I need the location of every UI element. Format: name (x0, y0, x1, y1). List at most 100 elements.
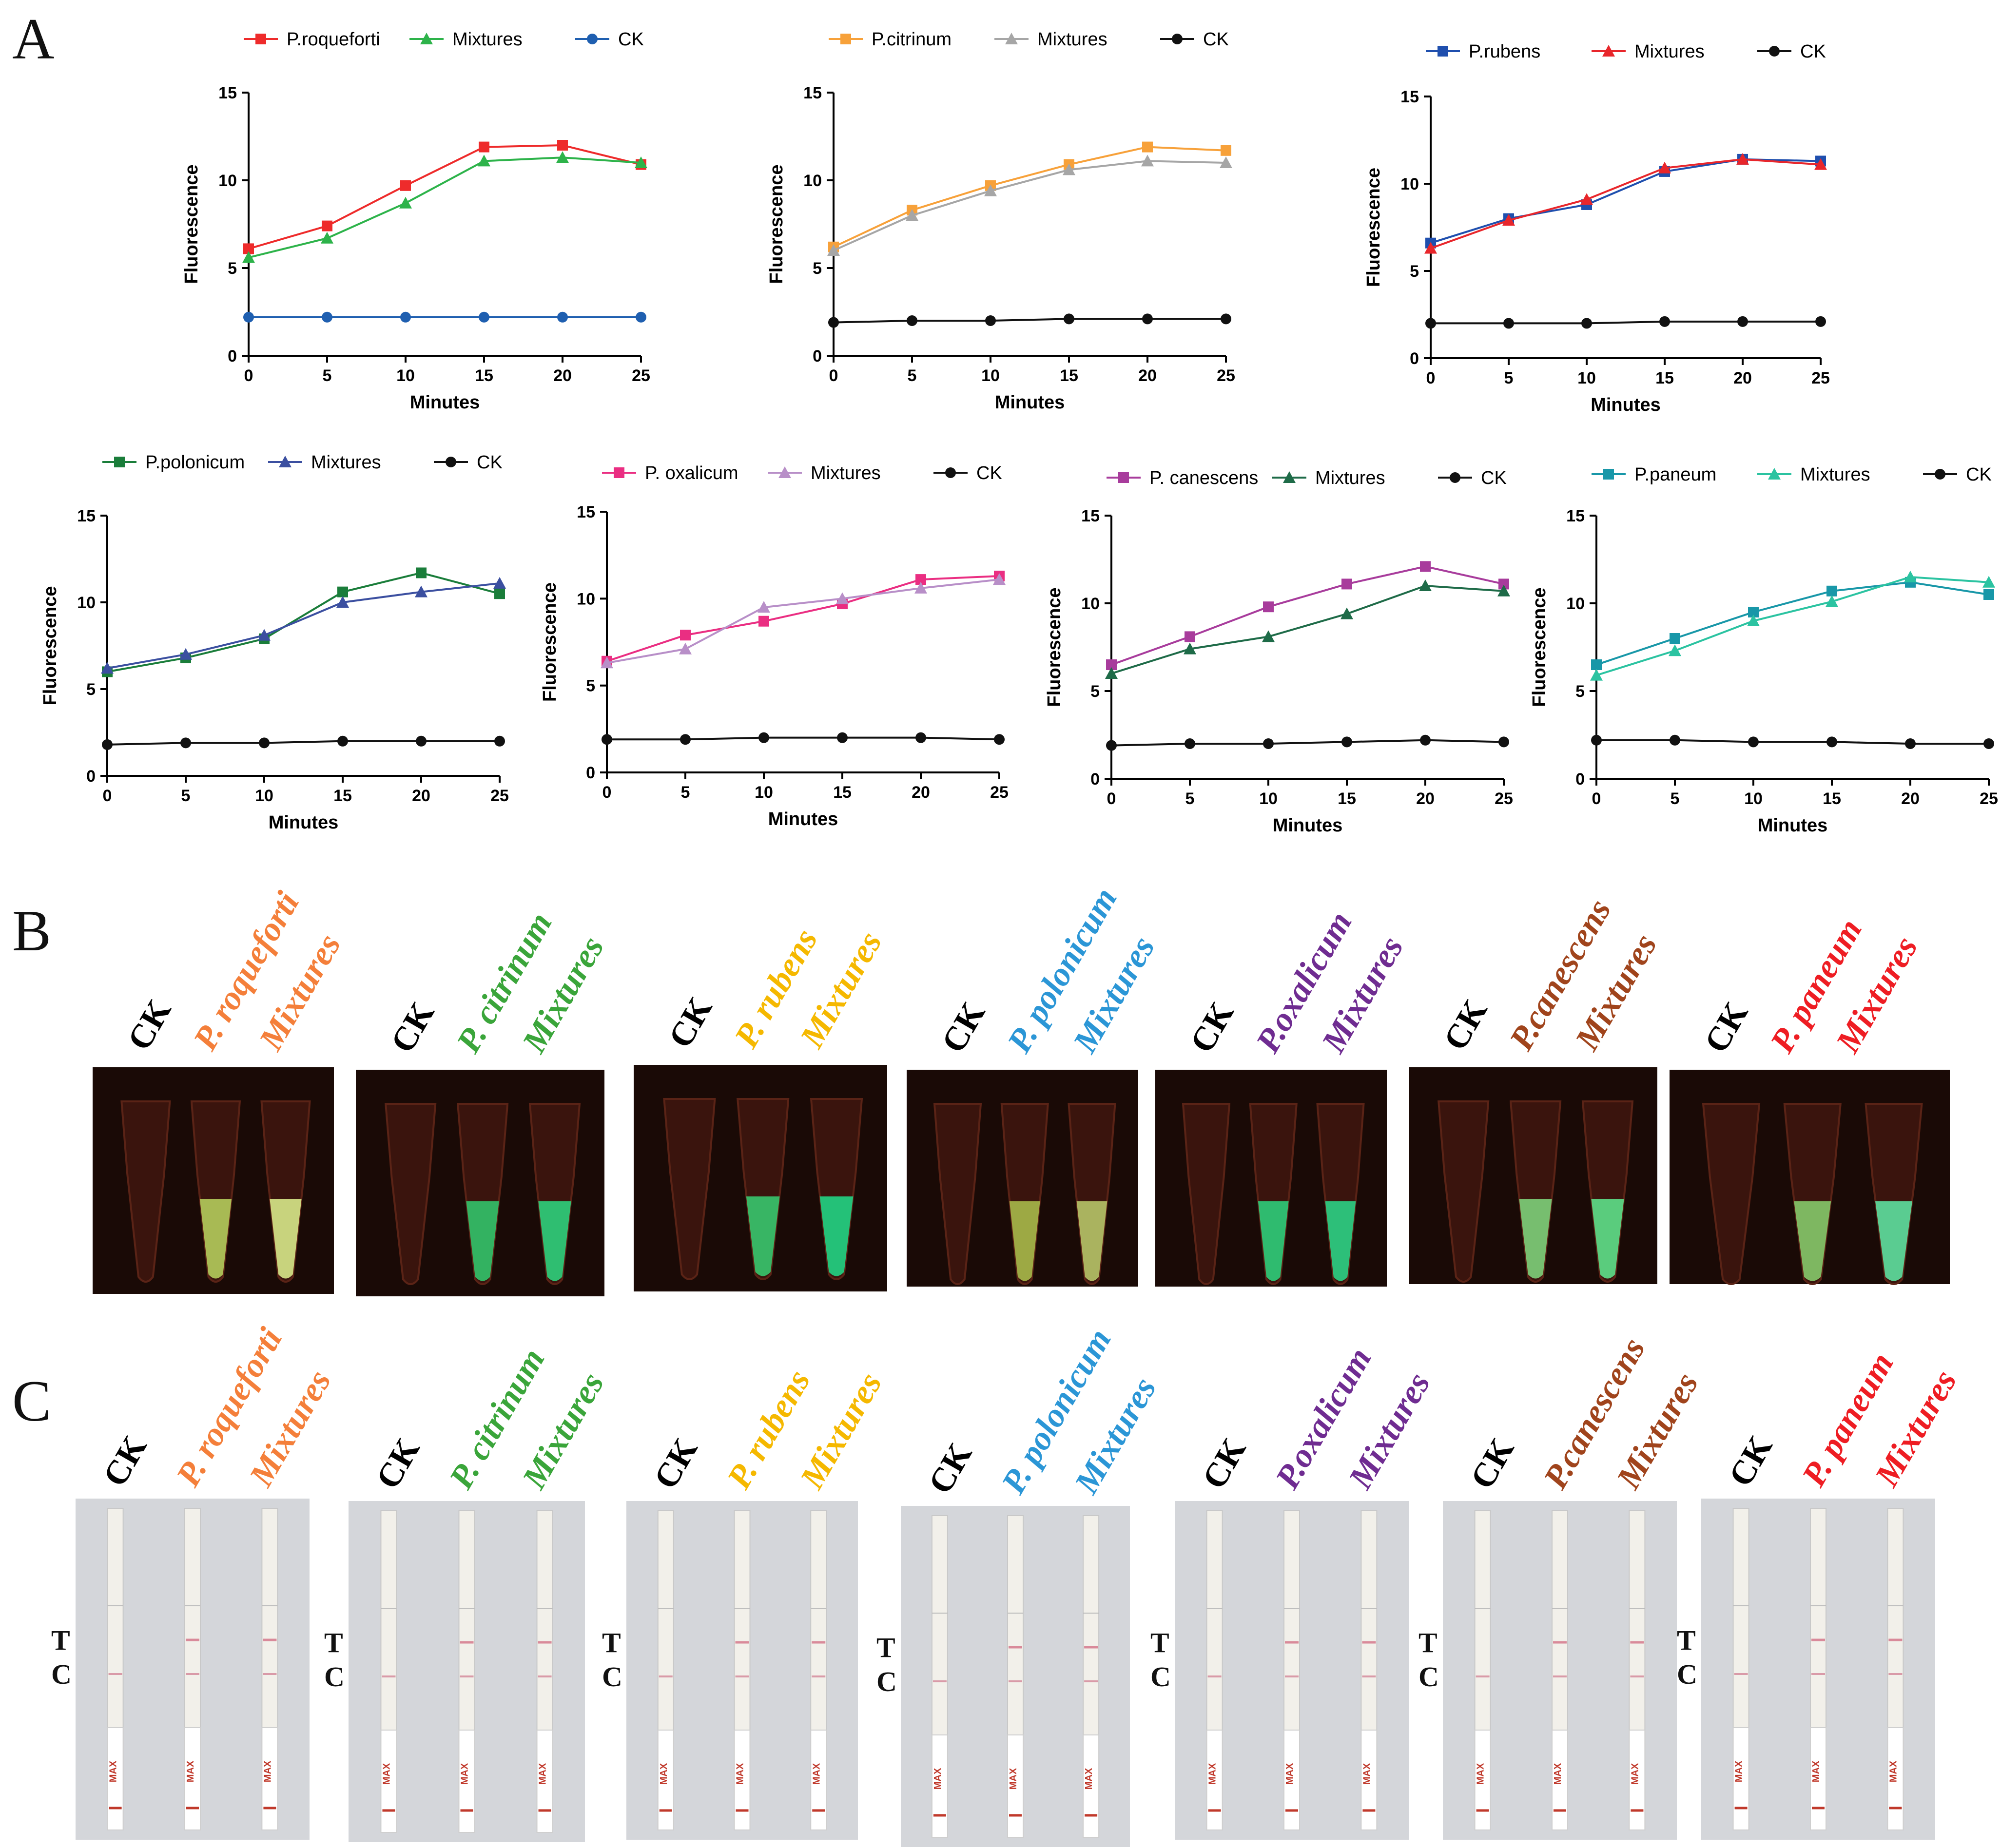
data-point (1591, 734, 1602, 746)
data-point (1748, 607, 1759, 617)
strip-sample-pad (1083, 1734, 1100, 1838)
y-axis-title: Fluorescence (766, 165, 787, 284)
legend-label: CK (618, 29, 644, 50)
data-point (680, 734, 691, 745)
series-line (1596, 581, 1989, 666)
c-line-label: C (324, 1661, 345, 1693)
data-point (1591, 659, 1602, 670)
x-tick-label: 0 (1107, 789, 1116, 808)
tube (1182, 1103, 1231, 1285)
data-point (1341, 736, 1352, 748)
x-tick-label: 10 (755, 783, 773, 802)
max-label: MAX (1008, 1768, 1019, 1790)
series-3 (602, 732, 1005, 745)
fluorescent-liquid (1076, 1201, 1107, 1281)
x-axis-title: Minutes (768, 809, 838, 829)
max-label: MAX (1811, 1760, 1822, 1782)
t-line-label: T (876, 1632, 895, 1663)
data-point (1106, 659, 1117, 670)
x-tick-label: 25 (990, 783, 1009, 802)
max-label: MAX (538, 1763, 548, 1785)
x-axis-title: Minutes (1273, 815, 1343, 836)
series-1 (102, 567, 505, 677)
y-tick-label: 0 (813, 347, 822, 366)
x-tick-label: 20 (412, 787, 430, 805)
legend-label: Mixtures (811, 463, 881, 483)
data-point (1142, 313, 1153, 325)
c-line-label: C (1418, 1661, 1439, 1693)
series-line (833, 160, 1226, 251)
fluorescent-liquid (199, 1199, 232, 1279)
x-tick-label: 15 (833, 783, 852, 802)
series-line (1111, 584, 1504, 674)
x-tick-label: 5 (681, 783, 690, 802)
legend-label: P. oxalicum (645, 463, 738, 483)
max-label: MAX (1630, 1763, 1640, 1785)
x-tick-label: 15 (1655, 369, 1674, 387)
x-tick-label: 25 (1217, 366, 1235, 385)
x-tick-label: 15 (333, 787, 352, 805)
legend-marker (1005, 33, 1018, 44)
series-3 (828, 313, 1231, 328)
data-point (1736, 153, 1749, 165)
series-line (1111, 739, 1504, 747)
fluorescent-liquid (270, 1199, 302, 1279)
max-label: MAX (460, 1763, 470, 1785)
strip-sample-pad (734, 1730, 751, 1830)
data-point (1425, 318, 1436, 329)
series-line (248, 144, 641, 250)
y-tick-label: 10 (803, 172, 822, 190)
max-label: MAX (185, 1760, 196, 1782)
fluorescent-liquid (746, 1196, 780, 1276)
strip-sample-pad (1887, 1727, 1904, 1830)
data-point (479, 311, 489, 323)
y-tick-label: 0 (86, 767, 96, 786)
y-tick-label: 0 (1410, 349, 1419, 368)
y-tick-label: 0 (1575, 770, 1585, 789)
c-line-label: C (876, 1666, 897, 1697)
data-point (827, 244, 840, 256)
legend-label: Mixtures (1315, 468, 1385, 488)
data-point (906, 209, 918, 221)
y-tick-label: 15 (1081, 507, 1100, 525)
y-tick-label: 5 (1090, 682, 1100, 701)
data-point (985, 315, 996, 326)
x-tick-label: 25 (1811, 369, 1830, 387)
data-point (1498, 578, 1509, 590)
data-point (993, 573, 1006, 585)
data-point (1419, 579, 1432, 591)
series-2 (242, 151, 647, 263)
data-point (493, 577, 506, 589)
data-point (984, 184, 997, 196)
data-point (914, 581, 927, 594)
y-axis-title: Fluorescence (540, 582, 560, 702)
data-point (837, 732, 848, 743)
max-label: MAX (108, 1760, 119, 1782)
max-label: MAX (1553, 1763, 1563, 1785)
x-tick-label: 25 (632, 366, 650, 385)
data-point (1263, 738, 1274, 749)
y-axis-title: Fluorescence (1529, 588, 1550, 707)
legend-label: P.roqueforti (287, 29, 380, 50)
data-point (1262, 630, 1275, 642)
data-point (1815, 316, 1826, 327)
data-point (1498, 736, 1509, 748)
x-tick-label: 10 (255, 787, 273, 805)
series-1 (828, 141, 1231, 252)
series-line (833, 318, 1226, 324)
legend-marker (279, 456, 291, 467)
tube (385, 1103, 437, 1285)
data-point (1826, 595, 1838, 607)
legend-marker (778, 466, 791, 478)
data-point (680, 630, 691, 641)
data-point (1220, 156, 1232, 168)
x-tick-label: 5 (181, 787, 191, 805)
y-tick-label: 5 (586, 677, 595, 695)
legend-label: Mixtures (311, 452, 381, 473)
data-point (1221, 313, 1231, 325)
